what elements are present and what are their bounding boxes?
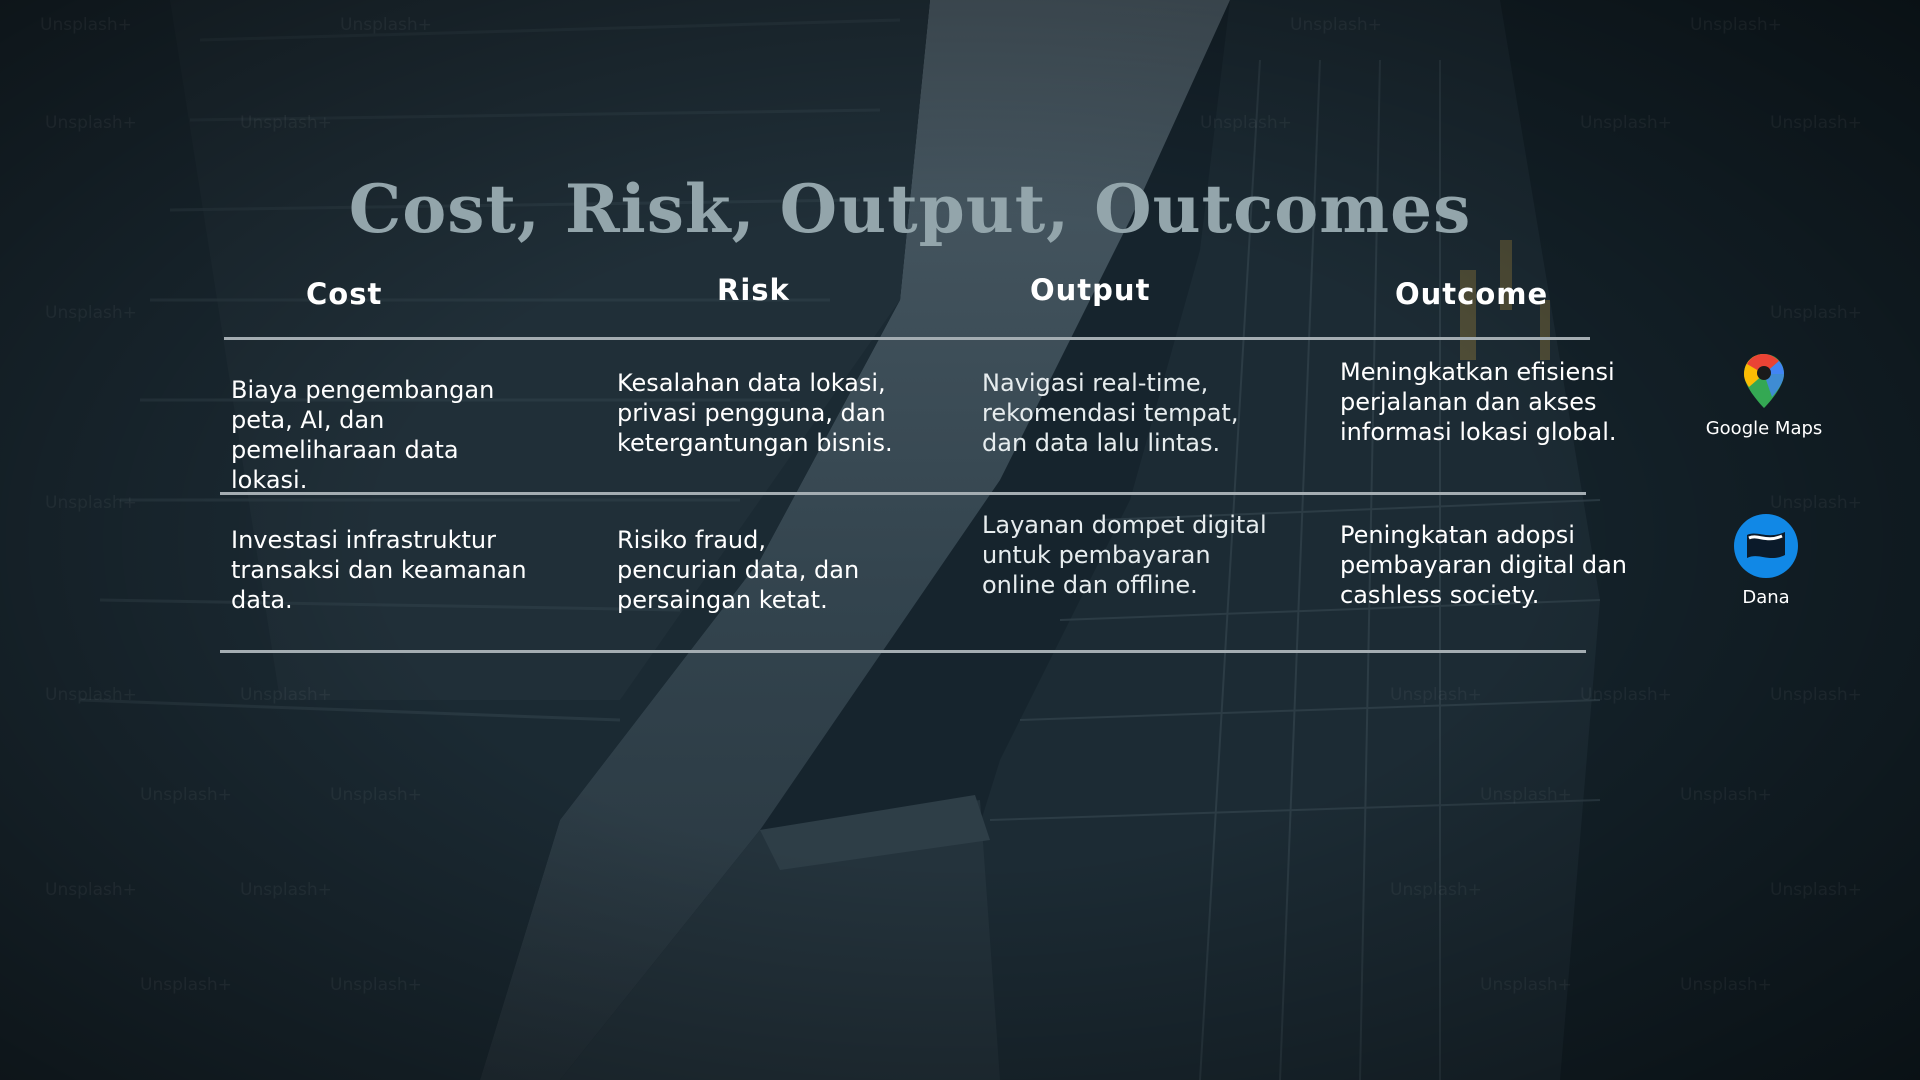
svg-text:Unsplash+: Unsplash+ [1580, 685, 1672, 705]
svg-text:Unsplash+: Unsplash+ [40, 15, 132, 35]
svg-text:Unsplash+: Unsplash+ [330, 975, 422, 995]
svg-text:Unsplash+: Unsplash+ [240, 880, 332, 900]
column-header-outcome: Outcome [1395, 277, 1549, 311]
svg-text:Unsplash+: Unsplash+ [1680, 975, 1772, 995]
svg-text:Unsplash+: Unsplash+ [45, 303, 137, 323]
cell-row1-outcome: Meningkatkan efisiensi perjalanan dan ak… [1340, 358, 1617, 446]
svg-text:Unsplash+: Unsplash+ [45, 113, 137, 133]
table-header-rule [224, 337, 1590, 340]
svg-text:Unsplash+: Unsplash+ [140, 785, 232, 805]
table-row-divider [220, 492, 1586, 495]
svg-text:Unsplash+: Unsplash+ [340, 15, 432, 35]
svg-text:Unsplash+: Unsplash+ [1200, 113, 1292, 133]
svg-text:Unsplash+: Unsplash+ [45, 493, 137, 513]
svg-text:Unsplash+: Unsplash+ [1770, 493, 1862, 513]
google-maps-pin-icon [1744, 354, 1784, 408]
column-header-output: Output [1030, 273, 1151, 307]
dana-wallet-icon [1734, 514, 1798, 578]
cell-row1-output: Navigasi real-time, rekomendasi tempat, … [982, 369, 1239, 457]
cell-row2-output: Layanan dompet digital untuk pembayaran … [982, 511, 1267, 599]
svg-text:Unsplash+: Unsplash+ [1390, 685, 1482, 705]
svg-text:Unsplash+: Unsplash+ [1290, 15, 1382, 35]
svg-text:Unsplash+: Unsplash+ [1770, 113, 1862, 133]
column-header-risk: Risk [717, 273, 790, 307]
svg-text:Unsplash+: Unsplash+ [1680, 785, 1772, 805]
cell-row1-risk: Kesalahan data lokasi, privasi pengguna,… [617, 369, 893, 457]
svg-text:Unsplash+: Unsplash+ [1690, 15, 1782, 35]
svg-text:Unsplash+: Unsplash+ [45, 685, 137, 705]
svg-text:Unsplash+: Unsplash+ [240, 113, 332, 133]
app-google-maps: Google Maps [1680, 352, 1848, 439]
cell-row2-outcome: Peningkatan adopsi pembayaran digital da… [1340, 521, 1628, 609]
svg-text:Unsplash+: Unsplash+ [240, 685, 332, 705]
google-maps-label: Google Maps [1705, 418, 1823, 439]
table-bottom-rule [220, 650, 1586, 653]
svg-text:Unsplash+: Unsplash+ [45, 880, 137, 900]
svg-text:Unsplash+: Unsplash+ [1580, 113, 1672, 133]
svg-text:Unsplash+: Unsplash+ [140, 975, 232, 995]
cell-row1-cost: Biaya pengembangan peta, AI, dan pemelih… [231, 376, 495, 494]
svg-text:Unsplash+: Unsplash+ [1480, 975, 1572, 995]
slide-title: Cost, Risk, Output, Outcomes [348, 170, 1472, 248]
svg-text:Unsplash+: Unsplash+ [1770, 880, 1862, 900]
svg-text:Unsplash+: Unsplash+ [1480, 785, 1572, 805]
svg-text:Unsplash+: Unsplash+ [1770, 685, 1862, 705]
svg-text:Unsplash+: Unsplash+ [330, 785, 422, 805]
cell-row2-cost: Investasi infrastruktur transaksi dan ke… [231, 526, 527, 614]
svg-text:Unsplash+: Unsplash+ [1390, 880, 1482, 900]
svg-text:Unsplash+: Unsplash+ [1770, 303, 1862, 323]
cell-row2-risk: Risiko fraud, pencurian data, dan persai… [617, 526, 860, 614]
dana-label: Dana [1742, 587, 1790, 608]
column-header-cost: Cost [306, 277, 383, 311]
app-dana: Dana [1700, 513, 1832, 608]
